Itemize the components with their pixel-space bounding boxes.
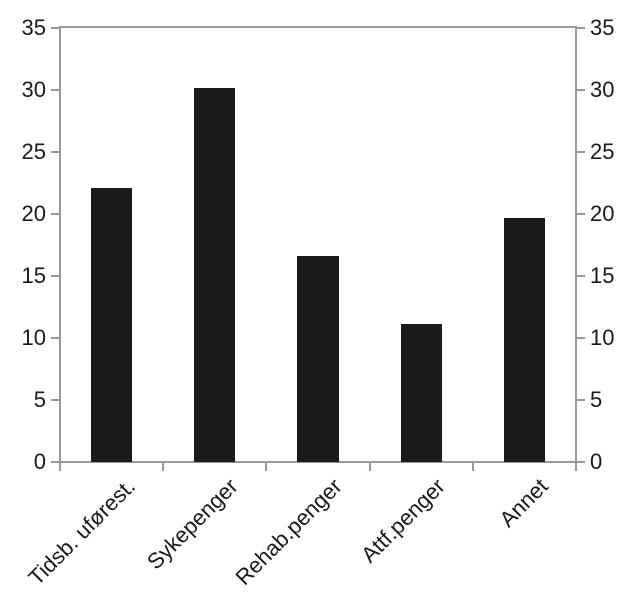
y-axis-tick-right — [577, 213, 585, 215]
y-axis-tick-left — [51, 399, 59, 401]
y-axis-tick-right — [577, 89, 585, 91]
x-axis-label: Sykepenger — [142, 473, 244, 575]
y-axis-tick-right — [577, 337, 585, 339]
y-axis-label-right: 20 — [590, 201, 615, 226]
x-axis-label: Attf.penger — [355, 473, 450, 568]
y-axis-tick-left — [51, 461, 59, 463]
y-axis-label-right: 0 — [590, 449, 603, 474]
bar-4 — [400, 324, 442, 462]
plot-border-top — [59, 26, 577, 28]
x-axis-label: Tidsb. uførest. — [23, 473, 140, 591]
x-axis-label: Rehab.penger — [229, 473, 347, 590]
y-axis-tick-left — [51, 27, 59, 29]
bar-2 — [194, 87, 236, 462]
y-axis-label-left: 30 — [21, 77, 46, 102]
x-axis-tick — [265, 463, 268, 471]
y-axis-tick-left — [51, 89, 59, 91]
x-axis — [59, 461, 577, 463]
y-axis-label-right: 10 — [590, 325, 615, 350]
y-axis-label-left: 10 — [21, 325, 46, 350]
y-axis-tick-left — [51, 337, 59, 339]
y-axis-tick-left — [51, 213, 59, 215]
y-axis-right — [575, 26, 577, 471]
y-axis-label-left: 35 — [21, 15, 46, 40]
x-axis-tick — [162, 463, 165, 471]
y-axis-label-right: 5 — [590, 387, 603, 412]
y-axis-label-left: 25 — [21, 139, 46, 164]
y-axis-label-right: 30 — [590, 77, 615, 102]
plot-area — [60, 28, 576, 462]
x-axis-tick — [471, 463, 474, 471]
y-axis-tick-left — [51, 275, 59, 277]
y-axis-label-right: 15 — [590, 263, 615, 288]
y-axis-tick-right — [577, 275, 585, 277]
y-axis-tick-right — [577, 27, 585, 29]
y-axis-tick-right — [577, 151, 585, 153]
x-axis-tick — [368, 463, 371, 471]
y-axis-label-left: 15 — [21, 263, 46, 288]
y-axis-label-right: 25 — [590, 139, 615, 164]
y-axis-label-left: 20 — [21, 201, 46, 226]
bar-5 — [503, 217, 546, 462]
x-axis-label: Annet — [494, 473, 553, 532]
y-axis-label-left: 5 — [33, 387, 46, 412]
y-axis-label-left: 0 — [33, 449, 46, 474]
y-axis-tick-left — [51, 151, 59, 153]
y-axis-left — [59, 26, 61, 471]
bar-3 — [297, 256, 339, 462]
y-axis-label-right: 35 — [590, 15, 615, 40]
y-axis-tick-right — [577, 399, 585, 401]
bar-1 — [90, 187, 133, 462]
y-axis-tick-right — [577, 461, 585, 463]
